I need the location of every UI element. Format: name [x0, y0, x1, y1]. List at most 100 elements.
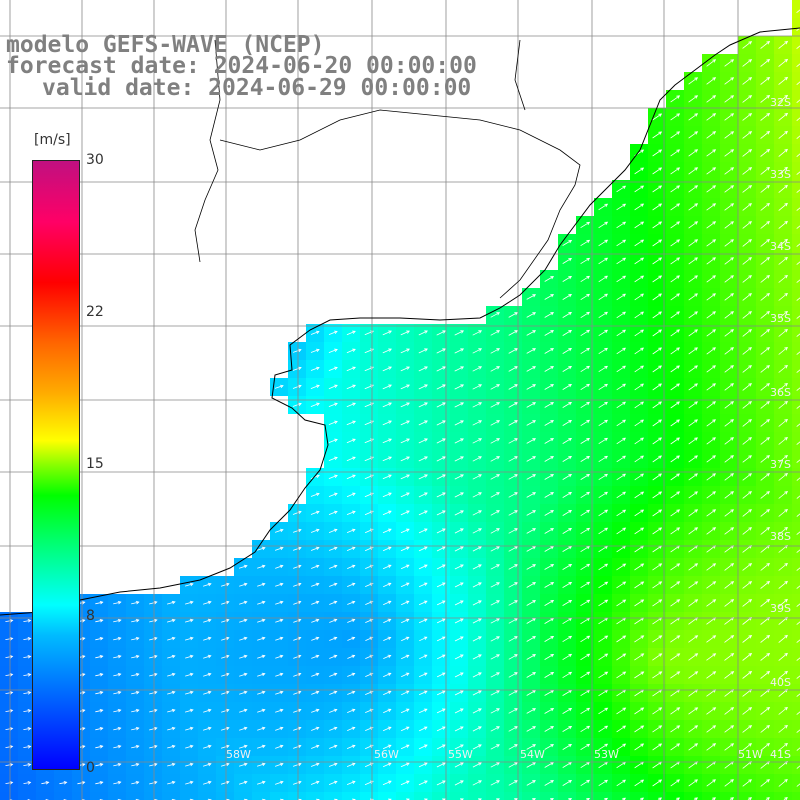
wind-arrow — [796, 369, 800, 373]
wind-arrow-head — [279, 672, 284, 677]
wind-arrow — [257, 637, 265, 641]
wind-arrow — [328, 439, 338, 443]
wind-arrow-head — [622, 185, 627, 189]
wind-arrow-head — [441, 690, 446, 694]
wind-arrow-head — [676, 725, 681, 729]
wind-arrow — [724, 563, 734, 571]
wind-arrow-head — [568, 473, 573, 478]
wind-arrow-head — [496, 348, 501, 352]
wind-arrow-head — [640, 491, 645, 495]
wind-arrow — [400, 438, 410, 444]
wind-arrow — [365, 691, 373, 695]
wind-arrow — [796, 315, 800, 319]
wind-arrow-head — [586, 671, 591, 676]
wind-arrow-head — [550, 599, 555, 604]
wind-arrow-head — [622, 347, 626, 351]
wind-arrow — [760, 59, 770, 67]
wind-arrow — [778, 599, 788, 607]
coastline — [0, 27, 800, 616]
wind-arrow — [688, 221, 698, 229]
wind-arrow — [167, 655, 175, 659]
wind-arrow — [418, 726, 428, 732]
wind-cell — [666, 792, 684, 800]
wind-arrow-head — [387, 636, 392, 640]
wind-arrow-head — [784, 472, 788, 477]
wind-arrow — [616, 779, 626, 787]
wind-arrow-head — [387, 690, 392, 694]
wind-arrow-head — [388, 366, 392, 370]
wind-arrow — [598, 203, 608, 211]
wind-arrow — [526, 708, 536, 714]
wind-arrow — [616, 419, 626, 427]
wind-arrow — [616, 671, 626, 679]
wind-arrow-head — [243, 636, 248, 641]
wind-arrow-head — [297, 618, 302, 623]
wind-arrow — [508, 312, 518, 318]
wind-arrow-head — [369, 672, 374, 677]
wind-cell — [792, 540, 800, 558]
wind-arrow — [311, 637, 319, 641]
wind-arrow-head — [568, 635, 573, 640]
wind-arrow-head — [99, 618, 104, 623]
wind-arrow — [742, 473, 752, 481]
wind-arrow — [778, 167, 788, 175]
wind-arrow — [400, 708, 410, 714]
wind-arrow — [131, 619, 139, 623]
wind-arrow-head — [676, 599, 681, 603]
wind-arrow-head — [532, 492, 537, 496]
wind-arrow-head — [406, 384, 410, 388]
wind-arrow-head — [748, 347, 752, 351]
wind-arrow — [472, 366, 482, 372]
wind-arrow — [598, 293, 608, 301]
wind-arrow-head — [586, 707, 591, 712]
wind-arrow — [760, 185, 770, 193]
wind-arrow — [526, 294, 536, 300]
wind-arrow-head — [387, 600, 392, 604]
wind-arrow-head — [496, 510, 500, 514]
wind-arrow — [742, 689, 752, 697]
wind-arrow — [598, 401, 608, 409]
wind-arrow-head — [207, 762, 212, 767]
wind-arrow — [778, 221, 788, 229]
wind-arrow-head — [568, 491, 573, 496]
wind-arrow — [778, 491, 788, 499]
wind-arrow-head — [748, 329, 752, 333]
wind-arrow-head — [207, 654, 212, 659]
wind-arrow — [472, 456, 482, 462]
wind-arrow-head — [676, 185, 681, 189]
wind-arrow — [202, 601, 212, 605]
wind-arrow — [652, 437, 662, 445]
wind-arrow — [454, 366, 464, 372]
wind-arrow — [688, 779, 698, 787]
wind-arrow — [490, 672, 500, 678]
wind-arrow — [275, 637, 283, 641]
wind-arrow — [742, 635, 752, 643]
wind-arrow — [652, 347, 662, 355]
wind-arrow — [652, 149, 662, 157]
wind-arrow — [328, 331, 338, 335]
wind-arrow-head — [604, 599, 609, 603]
wind-cell — [792, 0, 800, 18]
wind-arrow-head — [694, 509, 699, 513]
wind-arrow — [670, 383, 680, 391]
wind-arrow — [706, 761, 716, 769]
wind-arrow — [706, 275, 716, 283]
wind-arrow-head — [478, 438, 483, 442]
wind-arrow-head — [81, 673, 86, 677]
wind-arrow — [401, 636, 409, 642]
wind-arrow — [418, 618, 428, 624]
wind-arrow — [688, 239, 698, 247]
wind-arrow — [670, 455, 680, 463]
wind-arrow-head — [712, 581, 717, 585]
wind-arrow — [418, 384, 428, 390]
wind-arrow — [706, 689, 716, 697]
wind-arrow-head — [279, 384, 284, 389]
wind-arrow-head — [405, 582, 410, 586]
wind-arrow — [436, 582, 446, 588]
wind-arrow — [544, 384, 554, 390]
wind-arrow — [113, 727, 121, 731]
wind-arrow — [652, 113, 662, 121]
wind-arrow — [311, 727, 319, 731]
wind-arrow — [706, 149, 716, 157]
wind-arrow-head — [550, 671, 555, 676]
